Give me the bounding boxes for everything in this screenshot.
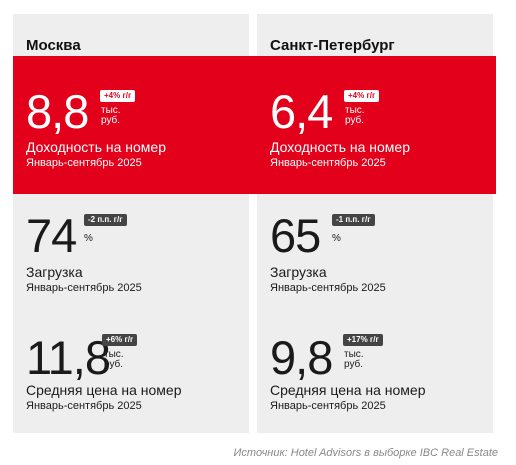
metric-period: Январь-сентябрь 2025 [270,400,386,412]
metric-period: Январь-сентябрь 2025 [270,282,386,294]
unit-line-1: % [332,233,341,244]
unit-line-2: руб. [101,115,121,126]
revenue-highlight-band [13,56,496,194]
yoy-badge: +6% г/г [102,334,138,346]
unit-line-2: руб. [104,359,124,370]
unit-line-1: тыс. [345,105,365,116]
metric-value: 6,4 [270,85,333,138]
metric-period: Январь-сентябрь 2025 [26,400,142,412]
metric-label: Доходность на номер [270,139,410,155]
metric-label: Загрузка [26,264,83,280]
metric-value: 11,8 [26,331,111,384]
unit-line-1: тыс. [101,105,121,116]
metric-value: 74 [26,209,77,262]
yoy-badge: +17% г/г [343,334,383,346]
unit-line-2: руб. [344,359,364,370]
unit-line-1: % [84,233,93,244]
metric-label: Средняя цена на номер [26,382,182,398]
metric-period: Январь-сентябрь 2025 [26,282,142,294]
metric-period: Январь-сентябрь 2025 [270,157,386,169]
metric-value: 9,8 [270,331,333,384]
source-note: Источник: Hotel Advisors в выборке IBC R… [233,447,498,459]
city-title-moscow: Москва [26,37,81,54]
metric-label: Доходность на номер [26,139,166,155]
yoy-badge: +4% г/г [344,90,380,102]
unit-line-1: тыс. [104,349,124,360]
unit-line-1: тыс. [344,349,364,360]
metric-value: 65 [270,209,321,262]
metric-value: 8,8 [26,85,89,138]
metric-label: Средняя цена на номер [270,382,426,398]
yoy-badge: -2 п.п. г/г [84,214,127,226]
unit-line-2: руб. [345,115,365,126]
yoy-badge: +4% г/г [100,90,136,102]
city-title-spb: Санкт-Петербург [270,37,395,54]
metric-period: Январь-сентябрь 2025 [26,157,142,169]
yoy-badge: -1 п.п. г/г [332,214,375,226]
metric-label: Загрузка [270,264,327,280]
